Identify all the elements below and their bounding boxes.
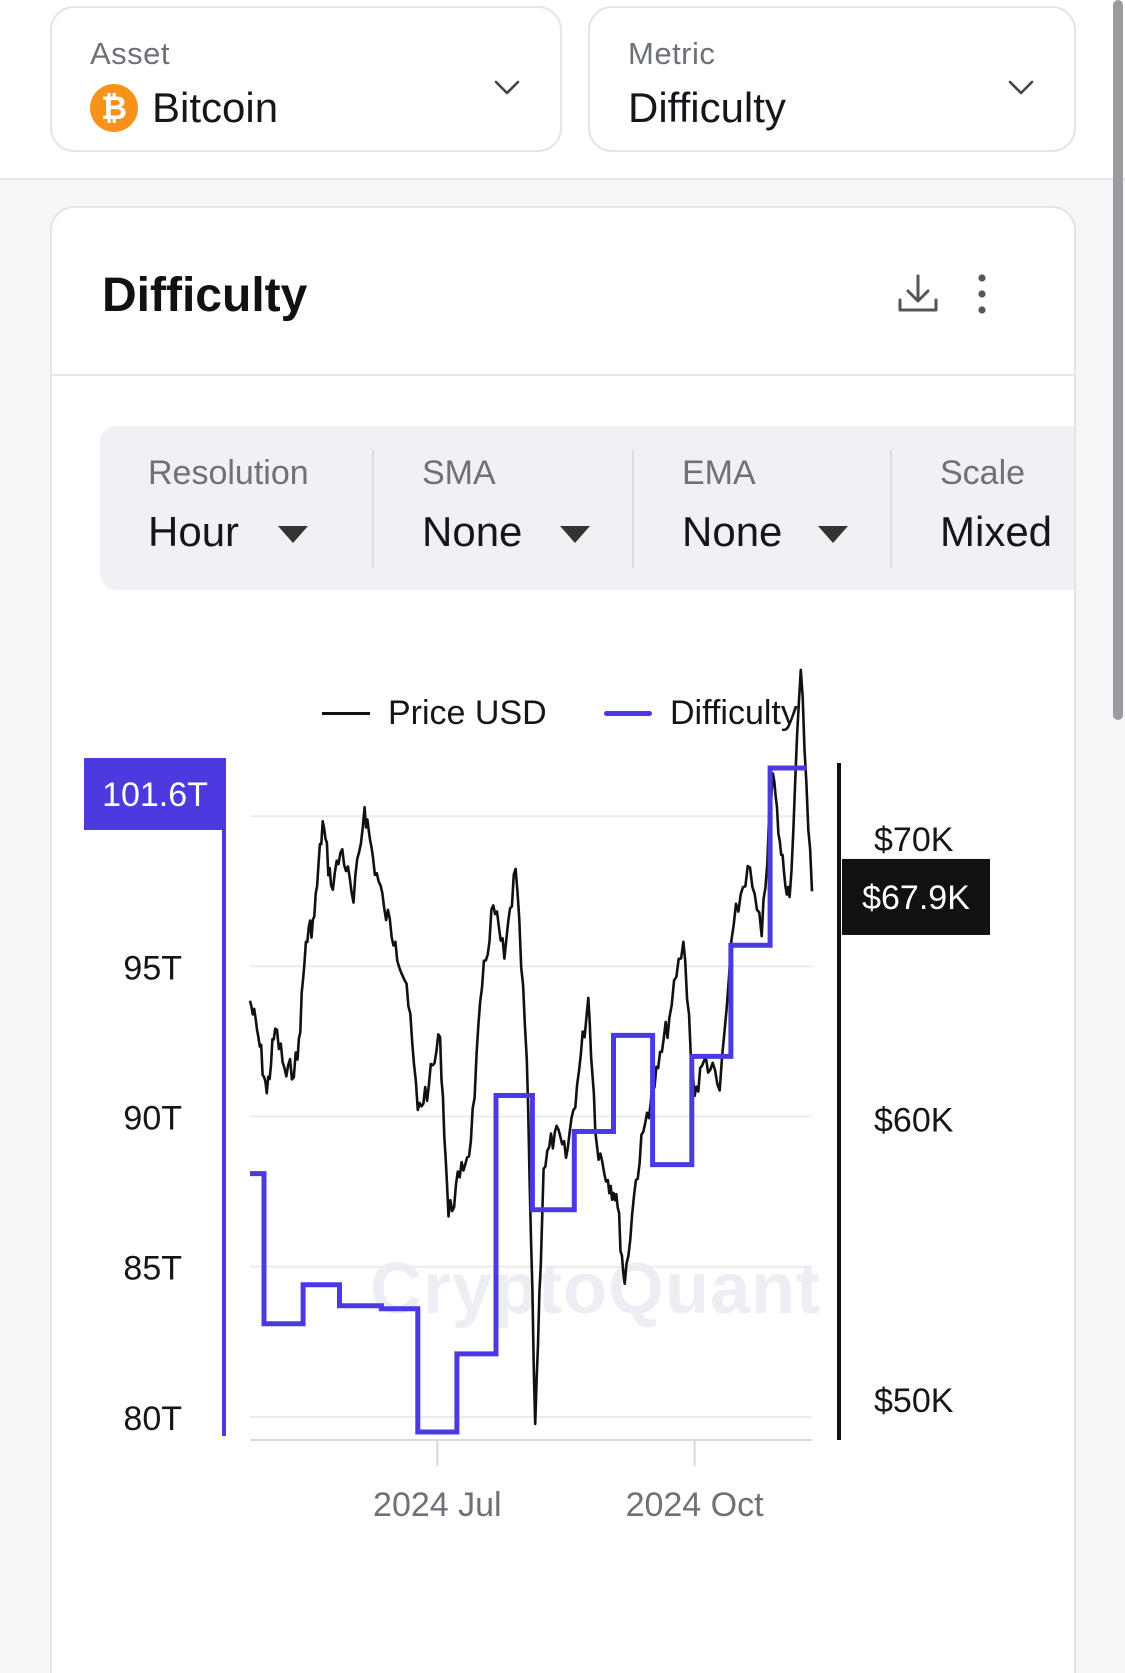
- control-divider: [372, 450, 374, 568]
- watermark: CryptoQuant: [370, 1249, 821, 1329]
- metric-label: Metric: [628, 36, 716, 71]
- resolution-control[interactable]: Resolution Hour: [100, 426, 372, 590]
- card-header: Difficulty: [52, 208, 1074, 376]
- asset-value-text: Bitcoin: [152, 84, 279, 131]
- right-axis-tick-label: $50K: [874, 1382, 954, 1420]
- asset-value: ₿ Bitcoin: [90, 84, 278, 132]
- scale-label: Scale: [940, 454, 1026, 492]
- x-axis-tick-label: 2024 Jul: [373, 1486, 502, 1524]
- bitcoin-icon: ₿: [90, 84, 138, 132]
- difficulty-line: [250, 765, 807, 1435]
- sma-control[interactable]: SMA None: [374, 426, 632, 590]
- right-axis-tick-label: $60K: [874, 1101, 954, 1139]
- asset-label: Asset: [90, 36, 171, 71]
- control-divider: [632, 450, 634, 568]
- top-bar: Asset ₿ Bitcoin Metric Difficulty: [0, 0, 1125, 180]
- chevron-down-icon: [494, 80, 520, 95]
- price-usd-line: [248, 668, 814, 1426]
- left-axis-tick-label: 95T: [123, 949, 182, 987]
- difficulty-current-badge: [84, 758, 226, 830]
- chevron-down-icon: [1008, 80, 1034, 95]
- metric-value: Difficulty: [628, 84, 786, 131]
- sma-label: SMA: [422, 454, 496, 492]
- more-options-icon[interactable]: [972, 270, 992, 318]
- legend-item-difficulty[interactable]: Difficulty: [604, 694, 798, 733]
- legend-item-price[interactable]: Price USD: [322, 694, 547, 733]
- price-current-badge: [842, 858, 990, 935]
- download-icon[interactable]: [894, 270, 942, 318]
- legend-swatch-price: [322, 712, 370, 715]
- chart-controls: Resolution Hour SMA None EMA None Scale …: [100, 426, 1074, 590]
- control-divider: [890, 450, 892, 568]
- right-axis-tick-label: $70K: [874, 821, 954, 859]
- metric-select[interactable]: Metric Difficulty: [588, 6, 1076, 152]
- page-scrollbar[interactable]: [1113, 0, 1123, 720]
- left-axis-tick-label: 80T: [123, 1400, 182, 1438]
- card-title: Difficulty: [102, 269, 308, 322]
- x-axis-tick-label: 2024 Oct: [626, 1486, 765, 1524]
- difficulty-current-value: 101.6T: [102, 776, 208, 814]
- ema-control[interactable]: EMA None: [634, 426, 890, 590]
- caret-down-icon: [560, 526, 590, 543]
- asset-select[interactable]: Asset ₿ Bitcoin: [50, 6, 562, 152]
- resolution-label: Resolution: [148, 454, 309, 492]
- scale-control[interactable]: Scale Mixed: [892, 426, 1074, 590]
- caret-down-icon: [278, 526, 308, 543]
- left-axis-tick-label: 90T: [123, 1100, 182, 1138]
- price-current-value: $67.9K: [862, 879, 970, 917]
- left-axis-tick-label: 85T: [123, 1250, 182, 1288]
- scale-value: Mixed: [940, 508, 1053, 555]
- sma-value: None: [422, 508, 523, 555]
- legend-label-difficulty: Difficulty: [670, 694, 798, 732]
- chart-legend: Price USD Difficulty: [52, 694, 1074, 744]
- ema-value: None: [682, 508, 783, 555]
- resolution-value: Hour: [148, 508, 240, 555]
- ema-label: EMA: [682, 454, 756, 492]
- legend-swatch-difficulty: [604, 711, 652, 716]
- legend-label-price: Price USD: [388, 694, 547, 732]
- caret-down-icon: [818, 526, 848, 543]
- chart-card: Difficulty Resolution Hour SMA None EMA …: [50, 206, 1076, 1673]
